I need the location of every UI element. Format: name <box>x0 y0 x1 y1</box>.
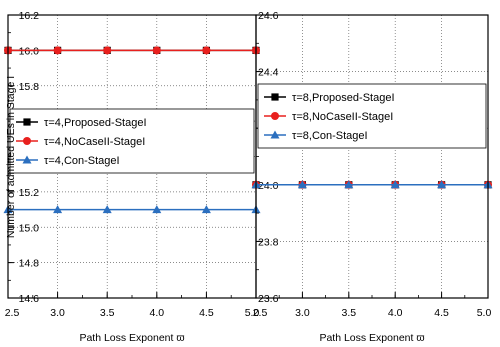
data-point <box>22 155 32 164</box>
legend: τ=8,Proposed-StageI τ=8,NoCaseII-StageI τ=… <box>257 83 487 149</box>
y-tick-label: 16.0 <box>19 45 40 57</box>
data-point <box>271 112 279 120</box>
data-point <box>23 118 31 126</box>
data-point <box>437 180 447 189</box>
legend-entry-label: τ=8,NoCaseII-StageI <box>292 111 393 123</box>
x-tick-label: 4.5 <box>434 307 449 319</box>
data-point <box>53 205 63 214</box>
legend-box <box>9 108 255 174</box>
data-point <box>202 46 211 55</box>
x-tick-label: 3.5 <box>341 307 356 319</box>
legend-box <box>257 83 487 149</box>
data-point <box>344 180 354 189</box>
x-tick-label: 4.0 <box>388 307 403 319</box>
y-tick-label: 24.0 <box>258 180 279 192</box>
series-2 <box>251 180 493 189</box>
data-point <box>390 180 400 189</box>
data-point <box>152 205 162 214</box>
data-point <box>271 93 279 101</box>
legend-entry-label: τ=4,Con-StageI <box>44 155 120 167</box>
y-tick-label: 16.2 <box>19 10 40 22</box>
data-point <box>102 205 112 214</box>
y-tick-label: 24.6 <box>258 10 279 22</box>
y-tick-label: 24.4 <box>258 67 279 79</box>
x-tick-label: 3.0 <box>295 307 310 319</box>
x-tick-label: 3.0 <box>50 307 65 319</box>
y-tick-label: 15.8 <box>19 81 40 93</box>
x-tick-label: 4.5 <box>199 307 214 319</box>
chart-panel-right: 2.53.03.54.04.55.023.623.824.024.224.424… <box>251 10 493 344</box>
y-tick-label: 14.6 <box>19 293 40 305</box>
x-tick-label: 4.0 <box>149 307 164 319</box>
legend-entry-label: τ=8,Con-StageI <box>292 130 368 142</box>
x-tick-label: 2.5 <box>5 307 20 319</box>
y-axis-title: Number of admitted UEs in Stage I <box>5 76 17 238</box>
x-tick-label: 3.5 <box>100 307 115 319</box>
data-point <box>103 46 112 55</box>
chart-panel-left: 2.53.03.54.04.55.014.614.815.015.215.415… <box>3 10 261 344</box>
y-tick-label: 15.2 <box>19 187 40 199</box>
data-point <box>53 46 62 55</box>
series-2 <box>3 205 261 214</box>
series-1 <box>4 46 260 55</box>
x-axis-title: Path Loss Exponent ϖ <box>79 332 184 344</box>
x-tick-label: 2.5 <box>253 307 268 319</box>
data-point <box>270 130 280 139</box>
legend-entry-label: τ=4,NoCaseII-StageI <box>44 136 145 148</box>
data-point <box>23 137 31 145</box>
y-tick-label: 14.8 <box>19 258 40 270</box>
y-tick-label: 23.6 <box>258 293 279 305</box>
x-axis-title: Path Loss Exponent ϖ <box>319 332 424 344</box>
data-point <box>297 180 307 189</box>
data-point <box>201 205 211 214</box>
legend-entry-label: τ=8,Proposed-StageI <box>292 92 395 104</box>
legend-entry-label: τ=4,Proposed-StageI <box>44 117 147 129</box>
y-tick-label: 15.0 <box>19 222 40 234</box>
y-tick-label: 23.8 <box>258 236 279 248</box>
x-tick-label: 5.0 <box>245 307 260 319</box>
plot-frame <box>255 14 489 299</box>
data-point <box>152 46 161 55</box>
legend: τ=4,Proposed-StageI τ=4,NoCaseII-StageI τ=… <box>9 108 255 174</box>
x-tick-label: 5.0 <box>477 307 492 319</box>
